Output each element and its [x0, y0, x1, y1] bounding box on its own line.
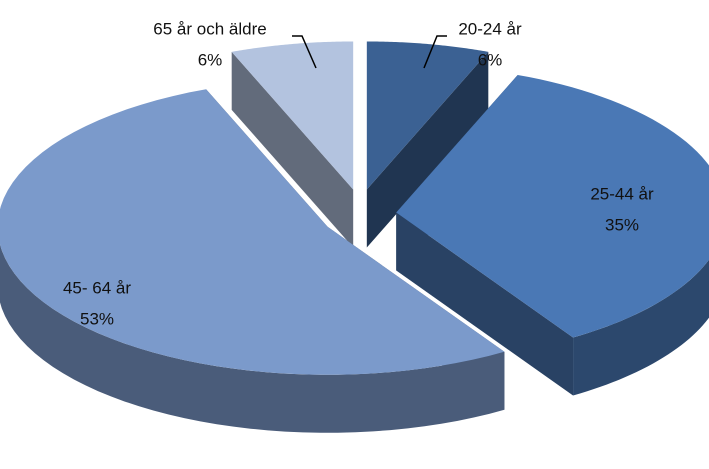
value-label: 6%: [198, 50, 223, 69]
slice-label: 25-44 år: [590, 184, 654, 203]
slice-side: [396, 212, 574, 396]
slice: [231, 41, 354, 190]
slice-side: [0, 244, 505, 433]
value-label: 35%: [605, 215, 639, 234]
slice-label: 65 år och äldre: [153, 19, 266, 38]
value-label: 53%: [80, 309, 114, 328]
slice: [366, 41, 489, 190]
slice: [0, 89, 505, 375]
leader-line: [423, 35, 447, 69]
slice-side: [366, 51, 489, 248]
slice-side: [573, 259, 709, 396]
slice-label: 45- 64 år: [63, 278, 131, 297]
slice-label: 20-24 år: [458, 19, 522, 38]
leader-line: [292, 35, 317, 69]
slice: [396, 74, 709, 338]
value-label: 6%: [478, 50, 503, 69]
slice-side: [231, 51, 354, 248]
